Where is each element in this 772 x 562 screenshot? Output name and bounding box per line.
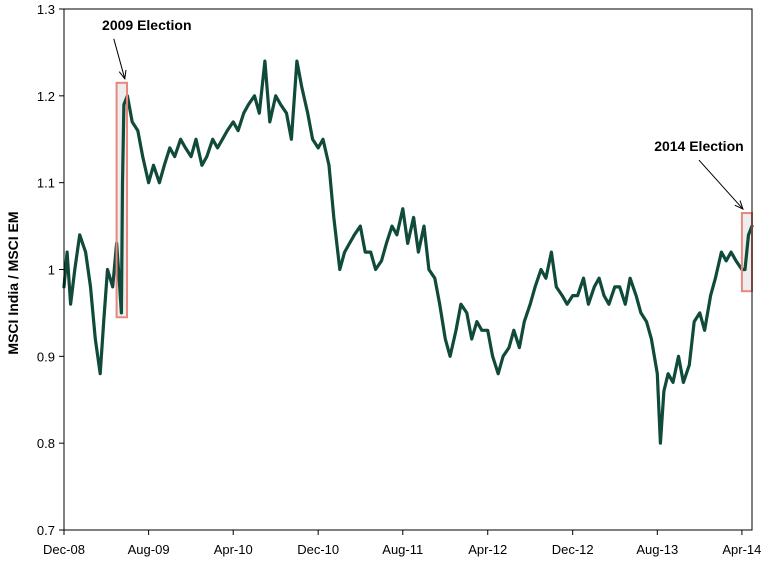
y-axis-title: MSCI India / MSCI EM: [5, 211, 21, 354]
ticks-layer: 0.7 0.8 0.9 1 1.1 1.2 1.3 Dec-08 Aug-09 Apr-10 Dec…: [37, 2, 761, 557]
annotation-label: 2014 Election: [654, 138, 744, 154]
x-tick-label: Apr-14: [722, 542, 761, 557]
annotation-arrowhead: [118, 69, 127, 81]
annotation-layer: 2009 Election 2014 Election: [102, 17, 744, 211]
y-tick-label: 1.2: [37, 89, 55, 104]
x-tick-label: Dec-08: [43, 542, 85, 557]
y-tick-label: 0.8: [37, 436, 55, 451]
x-tick-label: Dec-10: [297, 542, 339, 557]
y-tick-label: 1.1: [37, 176, 55, 191]
series-line-layer: [62, 59, 754, 445]
y-tick-label: 0.9: [37, 349, 55, 364]
x-tick-label: Aug-09: [128, 542, 170, 557]
highlight-box: [115, 81, 129, 319]
x-tick-label: Aug-11: [382, 542, 423, 557]
annotation-arrow: [698, 159, 744, 210]
y-tick-label: 1: [48, 263, 55, 278]
y-tick-label: 0.7: [37, 523, 55, 538]
x-tick-label: Aug-13: [636, 542, 678, 557]
x-tick-label: Dec-12: [552, 542, 594, 557]
x-tick-label: Apr-10: [214, 542, 253, 557]
annotation-arrowhead: [734, 200, 744, 211]
annotation-arrow: [113, 38, 126, 79]
series-line: [62, 59, 754, 445]
annotation-label: 2009 Election: [102, 17, 192, 33]
x-tick-label: Apr-12: [468, 542, 507, 557]
y-tick-label: 1.3: [37, 2, 55, 17]
